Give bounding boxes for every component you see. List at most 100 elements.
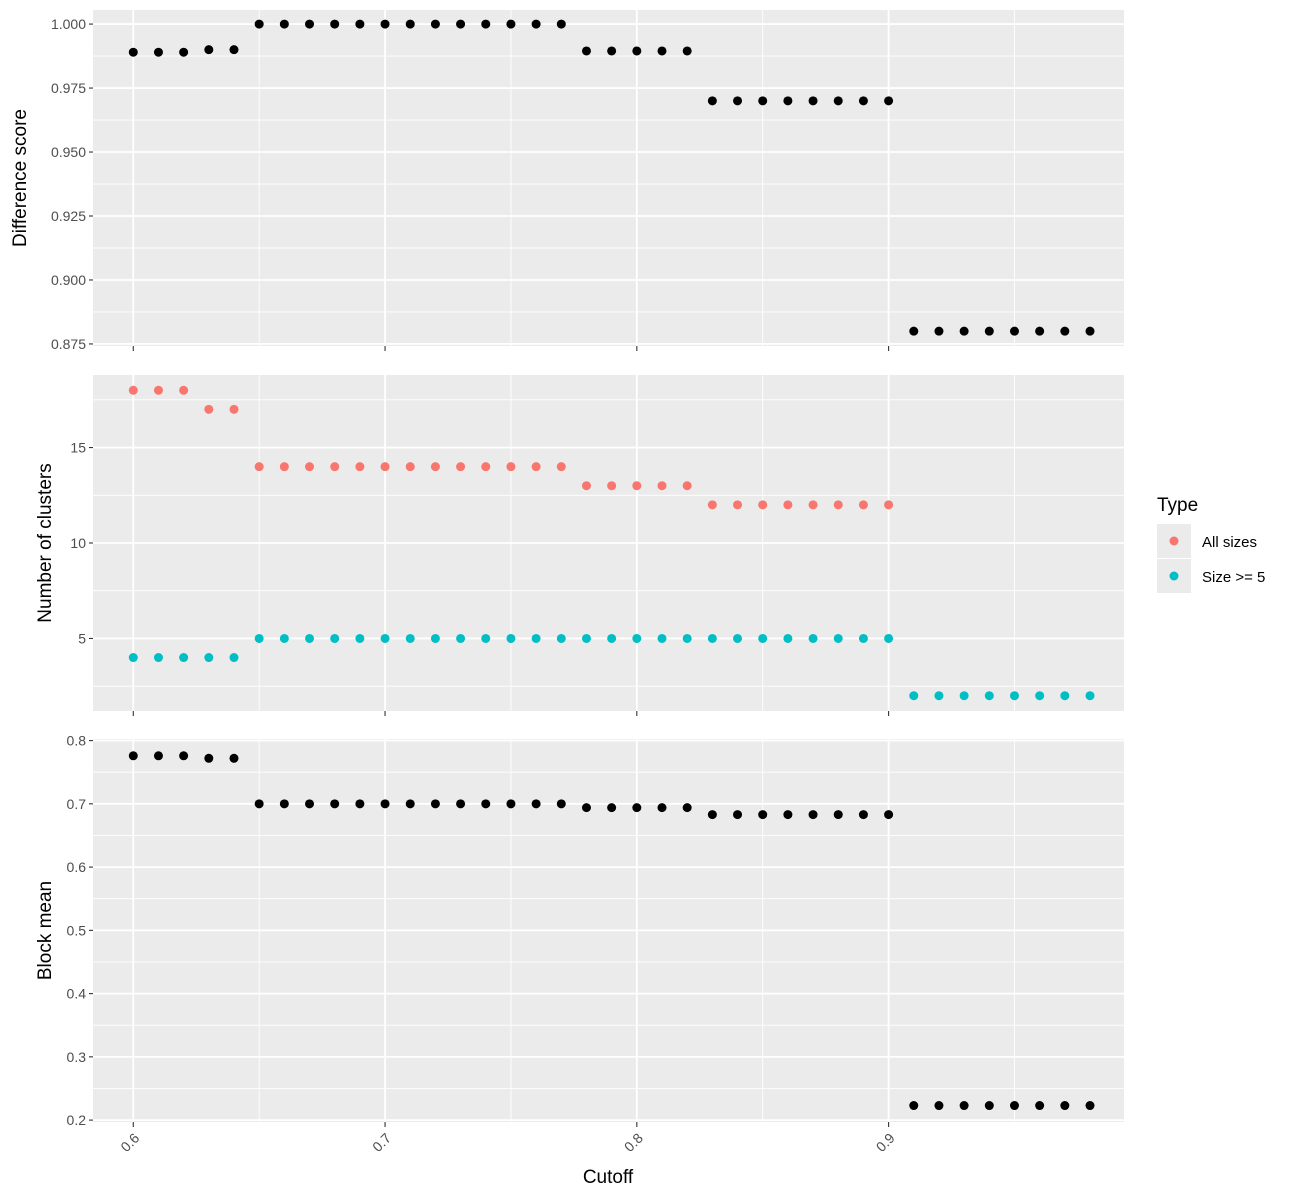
data-point xyxy=(279,633,289,643)
data-point xyxy=(456,462,466,472)
data-point xyxy=(254,462,264,472)
panels-layer: 0.875 0.900 0.925 0.950 0.975 1.000 Difference… xyxy=(10,10,1124,1155)
data-point xyxy=(305,19,315,29)
data-point xyxy=(833,810,843,820)
data-point xyxy=(305,633,315,643)
data-point xyxy=(380,19,390,29)
data-point xyxy=(1085,1101,1095,1111)
data-point xyxy=(758,633,768,643)
y-tick-label: 0.2 xyxy=(67,1112,87,1128)
data-point xyxy=(229,404,239,414)
data-point xyxy=(305,799,315,809)
data-point xyxy=(984,1101,994,1111)
data-point xyxy=(556,462,566,472)
data-point xyxy=(808,810,818,820)
data-point xyxy=(204,653,214,663)
data-point xyxy=(456,633,466,643)
data-point xyxy=(153,47,163,57)
legend-label-all-sizes: All sizes xyxy=(1202,534,1257,551)
data-point xyxy=(858,500,868,510)
data-point xyxy=(581,46,591,56)
data-point xyxy=(884,96,894,106)
x-axis-title: Cutoff xyxy=(583,1167,634,1188)
data-point xyxy=(959,691,969,701)
data-point xyxy=(1035,691,1045,701)
data-point xyxy=(707,810,717,820)
data-point xyxy=(884,500,894,510)
data-point xyxy=(1085,691,1095,701)
data-point xyxy=(682,633,692,643)
data-point xyxy=(204,45,214,55)
data-point xyxy=(909,326,919,336)
data-point xyxy=(959,326,969,336)
data-point xyxy=(783,810,793,820)
data-point xyxy=(254,19,264,29)
data-point xyxy=(481,799,491,809)
data-point xyxy=(783,96,793,106)
y-axis-title: Block mean xyxy=(35,881,56,980)
legend-key-all-sizes xyxy=(1169,536,1179,546)
data-point xyxy=(254,633,264,643)
x-tick-label: 0.8 xyxy=(621,1130,646,1155)
data-point xyxy=(128,653,138,663)
data-point xyxy=(330,633,340,643)
data-point xyxy=(808,500,818,510)
y-tick-label: 0.3 xyxy=(67,1049,87,1065)
data-point xyxy=(405,19,415,29)
y-axis-title: Difference score xyxy=(10,109,31,247)
data-point xyxy=(531,19,541,29)
y-axis-title: Number of clusters xyxy=(35,463,56,622)
data-point xyxy=(833,96,843,106)
data-point xyxy=(733,500,743,510)
data-point xyxy=(1060,1101,1070,1111)
data-point xyxy=(1060,326,1070,336)
data-point xyxy=(355,633,365,643)
data-point xyxy=(556,633,566,643)
data-point xyxy=(128,47,138,57)
panel-background xyxy=(93,10,1124,346)
data-point xyxy=(984,326,994,336)
data-point xyxy=(758,810,768,820)
data-point xyxy=(733,633,743,643)
data-point xyxy=(632,481,642,491)
data-point xyxy=(506,462,516,472)
data-point xyxy=(607,633,617,643)
data-point xyxy=(1085,326,1095,336)
panel-2: 5 10 15 Number of clusters xyxy=(35,375,1124,716)
data-point xyxy=(456,19,466,29)
data-point xyxy=(481,19,491,29)
legend-label-size-ge-5: Size >= 5 xyxy=(1202,569,1265,586)
data-point xyxy=(1060,691,1070,701)
data-point xyxy=(581,481,591,491)
data-point xyxy=(657,633,667,643)
data-point xyxy=(884,810,894,820)
data-point xyxy=(682,46,692,56)
data-point xyxy=(783,500,793,510)
data-point xyxy=(279,799,289,809)
data-point xyxy=(531,799,541,809)
y-tick-label: 0.950 xyxy=(51,144,86,160)
data-point xyxy=(128,385,138,395)
data-point xyxy=(254,799,264,809)
data-point xyxy=(682,481,692,491)
y-tick-label: 10 xyxy=(70,535,86,551)
data-point xyxy=(1009,326,1019,336)
y-tick-label: 0.5 xyxy=(67,922,87,938)
data-point xyxy=(833,633,843,643)
data-point xyxy=(607,46,617,56)
x-tick-label: 0.6 xyxy=(117,1130,142,1155)
panel-1: 0.875 0.900 0.925 0.950 0.975 1.000 Difference… xyxy=(10,10,1124,352)
data-point xyxy=(355,799,365,809)
data-point xyxy=(405,462,415,472)
data-point xyxy=(1035,326,1045,336)
data-point xyxy=(657,803,667,813)
data-point xyxy=(229,653,239,663)
legend-key-size-ge-5 xyxy=(1169,571,1179,581)
y-tick-label: 0.4 xyxy=(67,986,87,1002)
data-point xyxy=(808,96,818,106)
data-point xyxy=(607,803,617,813)
y-tick-label: 5 xyxy=(78,630,86,646)
data-point xyxy=(481,633,491,643)
data-point xyxy=(179,47,189,57)
